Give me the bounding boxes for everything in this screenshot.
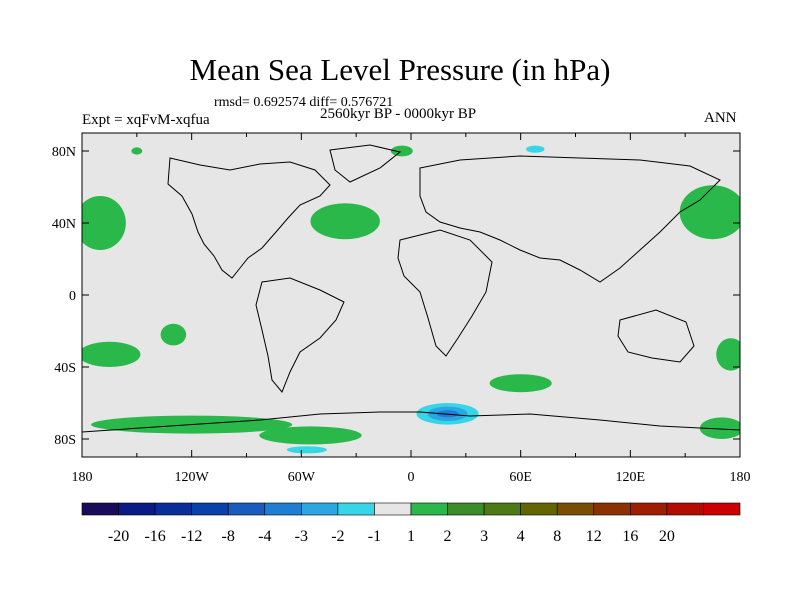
x-tick-label-5: 120E	[616, 470, 646, 485]
australia-coastline	[617, 309, 695, 363]
x-tick-label-0: 180	[72, 470, 93, 485]
colorbar-swatch-2	[154, 502, 192, 516]
colorbar-swatch-5	[264, 502, 302, 516]
x-tick-label-2: 60W	[288, 470, 316, 485]
anomaly-region-5	[489, 374, 552, 393]
colorbar-swatch-13	[556, 502, 595, 516]
colorbar-swatch-10	[447, 502, 485, 516]
eurasia-coastline	[419, 155, 721, 283]
north-america-coastline	[167, 157, 331, 279]
colorbar: -20 -16 -12 -8 -4 -3 -2 -1 1 2 3 4 8 12 16 20	[81, 502, 741, 545]
colorbar-swatch-15	[630, 502, 668, 516]
colorbar-label-6: -2	[331, 528, 344, 545]
y-tick-label-4: 80S	[54, 433, 76, 448]
y-tick-label-1: 40N	[52, 217, 76, 232]
colorbar-label-9: 2	[444, 528, 452, 545]
anomaly-region-15	[286, 446, 327, 454]
colorbar-label-7: -1	[368, 528, 381, 545]
anomaly-region-11	[131, 147, 143, 155]
rmsd-diff-stats: rmsd= 0.692574 diff= 0.576721	[214, 95, 394, 110]
colorbar-label-11: 4	[517, 528, 525, 545]
colorbar-label-3: -8	[222, 528, 235, 545]
anomaly-regions	[82, 145, 740, 454]
colorbar-swatch-9	[410, 502, 448, 516]
anomaly-region-16	[526, 145, 545, 153]
colorbar-swatch-16	[666, 502, 704, 516]
chart-title: Mean Sea Level Pressure (in hPa)	[189, 52, 611, 87]
colorbar-swatch-14	[593, 502, 631, 516]
colorbar-swatch-1	[118, 502, 156, 516]
colorbar-label-14: 16	[622, 528, 638, 545]
colorbar-label-8: 1	[407, 528, 415, 545]
colorbar-label-2: -12	[181, 528, 202, 545]
anomaly-region-10	[390, 145, 413, 157]
colorbar-swatch-6	[301, 502, 339, 516]
greenland-coastline	[329, 144, 402, 183]
anomaly-region-2	[679, 185, 740, 240]
experiment-label: Expt = xqFvM-xqfua	[82, 112, 210, 128]
y-axis: 80N 40N 0 40S 80S	[52, 145, 740, 448]
anomaly-region-9	[699, 417, 740, 439]
south-america-coastline	[255, 277, 345, 393]
colorbar-swatch-12	[520, 502, 558, 516]
colorbar-label-15: 20	[659, 528, 675, 545]
x-tick-label-1: 120W	[175, 470, 210, 485]
coastlines	[82, 144, 740, 433]
colorbar-label-5: -3	[295, 528, 308, 545]
anomaly-region-7	[259, 426, 362, 445]
x-tick-label-6: 180	[730, 470, 751, 485]
anomaly-region-1	[310, 203, 380, 240]
colorbar-swatch-4	[227, 502, 266, 516]
colorbar-label-1: -16	[144, 528, 165, 545]
anomaly-region-4	[160, 323, 187, 346]
colorbar-label-0: -20	[108, 528, 129, 545]
season-label: ANN	[704, 110, 737, 126]
anomaly-region-0	[82, 196, 126, 250]
y-tick-label-2: 0	[69, 289, 76, 304]
africa-coastline	[397, 229, 493, 357]
colorbar-label-10: 3	[480, 528, 488, 545]
colorbar-swatch-3	[191, 502, 229, 516]
y-tick-label-0: 80N	[52, 145, 76, 160]
x-tick-label-3: 0	[408, 470, 415, 485]
y-tick-label-3: 40S	[54, 361, 76, 376]
colorbar-swatch-11	[483, 502, 521, 516]
time-period-label: 2560kyr BP - 0000kyr BP	[320, 106, 477, 122]
plot-background	[82, 133, 740, 457]
colorbar-swatch-8	[374, 502, 412, 516]
anomaly-region-8	[716, 338, 740, 371]
x-tick-label-4: 60E	[509, 470, 532, 485]
anomaly-region-3	[82, 341, 141, 367]
colorbar-label-12: 8	[553, 528, 561, 545]
colorbar-label-4: -4	[258, 528, 271, 545]
x-axis: 180 120W 60W 0 60E 120E 180	[72, 133, 751, 485]
antarctica-coastline	[82, 411, 740, 433]
colorbar-swatch-0	[81, 502, 119, 516]
colorbar-label-13: 12	[586, 528, 602, 545]
colorbar-swatch-17	[703, 502, 741, 516]
colorbar-swatch-7	[337, 502, 375, 516]
